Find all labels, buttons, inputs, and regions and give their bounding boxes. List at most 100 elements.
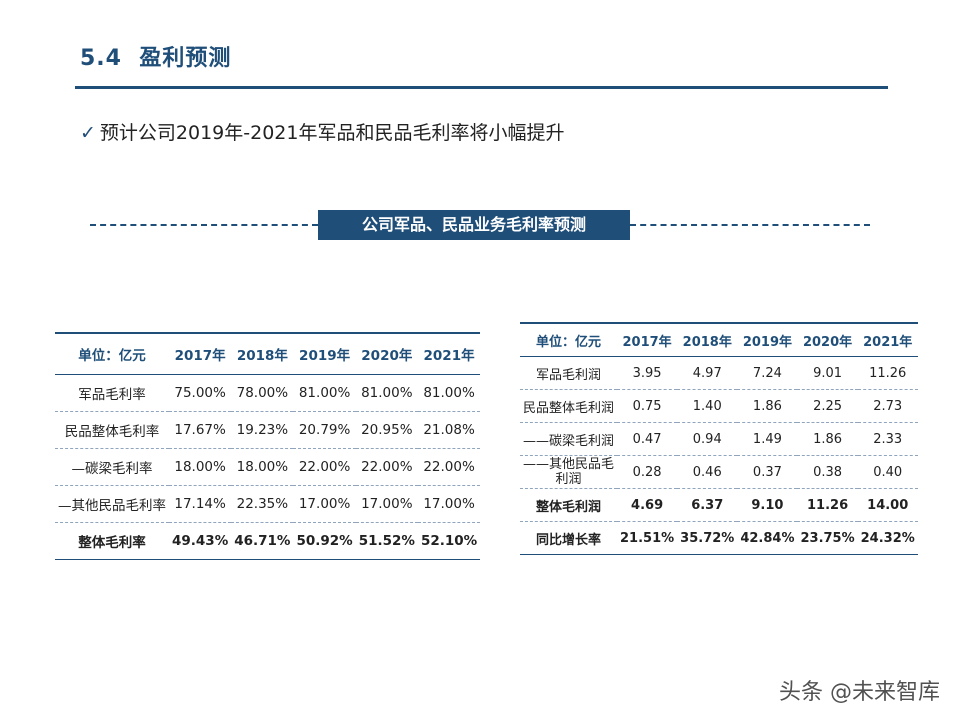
cell: 78.00% [231,374,294,412]
section-number: 5.4 [80,46,122,71]
header-cell: 2019年 [293,332,356,375]
cell: 22.00% [293,448,356,486]
row-label: 军品毛利润 [520,356,618,390]
table-row: 军品毛利润 3.95 4.97 7.24 9.01 11.26 [520,356,918,390]
header-cell: 2021年 [857,322,918,357]
cell: 49.43% [169,522,232,560]
row-label: ——其他民品毛利润 [520,455,618,489]
cell: 11.26 [797,488,858,522]
cell: 0.47 [617,422,678,456]
header-row: 单位：亿元 2017年 2018年 2019年 2020年 2021年 [520,322,918,357]
cell: 17.00% [293,485,356,523]
table-row: 整体毛利率 49.43% 46.71% 50.92% 51.52% 52.10% [55,522,481,560]
table-row: —碳梁毛利率 18.00% 18.00% 22.00% 22.00% 22.00% [55,448,481,486]
cell: 22.35% [231,485,294,523]
cell: 42.84% [737,521,798,555]
cell: 2.73 [857,389,918,423]
cell: 17.00% [417,485,481,523]
table-row: ——碳梁毛利润 0.47 0.94 1.49 1.86 2.33 [520,422,918,456]
cell: 14.00 [857,488,918,522]
cell: 1.86 [797,422,858,456]
row-label: ——碳梁毛利润 [520,422,618,456]
cell: 0.38 [797,455,858,489]
table-row: —其他民品毛利率 17.14% 22.35% 17.00% 17.00% 17.00% [55,485,481,523]
row-label: 军品毛利率 [55,374,169,412]
cell: 17.14% [169,485,232,523]
cell: 52.10% [417,522,481,560]
header-cell: 2020年 [797,322,858,357]
header-cell: 2019年 [737,322,798,357]
table-row: 民品整体毛利润 0.75 1.40 1.86 2.25 2.73 [520,389,918,423]
cell: 7.24 [737,356,798,390]
table-row: ——其他民品毛利润 0.28 0.46 0.37 0.38 0.40 [520,455,918,489]
cell: 21.51% [617,521,678,555]
table-row: 军品毛利率 75.00% 78.00% 81.00% 81.00% 81.00% [55,374,481,412]
header-cell: 2021年 [417,332,481,375]
cell: 11.26 [857,356,918,390]
header-row: 单位：亿元 2017年 2018年 2019年 2020年 2021年 [55,332,481,375]
row-label: 民品整体毛利润 [520,389,618,423]
cell: 46.71% [231,522,294,560]
table-row: 同比增长率 21.51% 35.72% 42.84% 23.75% 24.32% [520,521,918,555]
header-cell: 2017年 [169,332,232,375]
profit-table: 单位：亿元 2017年 2018年 2019年 2020年 2021年 军品毛利润 3.95 4… [520,322,918,555]
cell: 0.40 [857,455,918,489]
banner: 公司军品、民品业务毛利率预测 [318,210,630,240]
header-cell: 2018年 [677,322,738,357]
section-title: 5.4 盈利预测 [80,40,231,72]
cell: 81.00% [417,374,481,412]
cell: 17.00% [355,485,418,523]
row-label: 民品整体毛利率 [55,411,169,449]
cell: 9.10 [737,488,798,522]
cell: 3.95 [617,356,678,390]
cell: 0.28 [617,455,678,489]
cell: 22.00% [355,448,418,486]
section-name: 盈利预测 [139,46,232,71]
cell: 35.72% [677,521,738,555]
check-icon: ✓ [80,122,96,144]
cell: 19.23% [231,411,294,449]
dash-line [90,224,318,226]
header-cell: 单位：亿元 [520,322,618,357]
header-cell: 2017年 [617,322,678,357]
cell: 1.49 [737,422,798,456]
bullet-text: 预计公司2019年-2021年军品和民品毛利率将小幅提升 [99,122,565,144]
cell: 23.75% [797,521,858,555]
header-cell: 2020年 [355,332,418,375]
cell: 0.75 [617,389,678,423]
row-label: 整体毛利润 [520,488,618,522]
cell: 9.01 [797,356,858,390]
cell: 21.08% [417,411,481,449]
cell: 18.00% [231,448,294,486]
cell: 22.00% [417,448,481,486]
cell: 0.94 [677,422,738,456]
title-rule [75,86,888,89]
cell: 2.25 [797,389,858,423]
dash-line [630,224,870,226]
cell: 75.00% [169,374,232,412]
cell: 81.00% [293,374,356,412]
row-label: —碳梁毛利率 [55,448,169,486]
cell: 24.32% [857,521,918,555]
cell: 2.33 [857,422,918,456]
cell: 50.92% [293,522,356,560]
header-cell: 2018年 [231,332,294,375]
cell: 4.69 [617,488,678,522]
cell: 6.37 [677,488,738,522]
table-row: 民品整体毛利率 17.67% 19.23% 20.79% 20.95% 21.08% [55,411,481,449]
cell: 4.97 [677,356,738,390]
row-label: 同比增长率 [520,521,618,555]
table-row: 整体毛利润 4.69 6.37 9.10 11.26 14.00 [520,488,918,522]
watermark: 头条 @未来智库 [779,680,940,705]
margin-table: 单位：亿元 2017年 2018年 2019年 2020年 2021年 军品毛利率 75.00… [55,332,481,560]
row-label: 整体毛利率 [55,522,169,560]
cell: 51.52% [355,522,418,560]
cell: 1.40 [677,389,738,423]
cell: 81.00% [355,374,418,412]
header-cell: 单位：亿元 [55,332,169,375]
row-label: —其他民品毛利率 [55,485,169,523]
cell: 17.67% [169,411,232,449]
cell: 0.46 [677,455,738,489]
cell: 0.37 [737,455,798,489]
